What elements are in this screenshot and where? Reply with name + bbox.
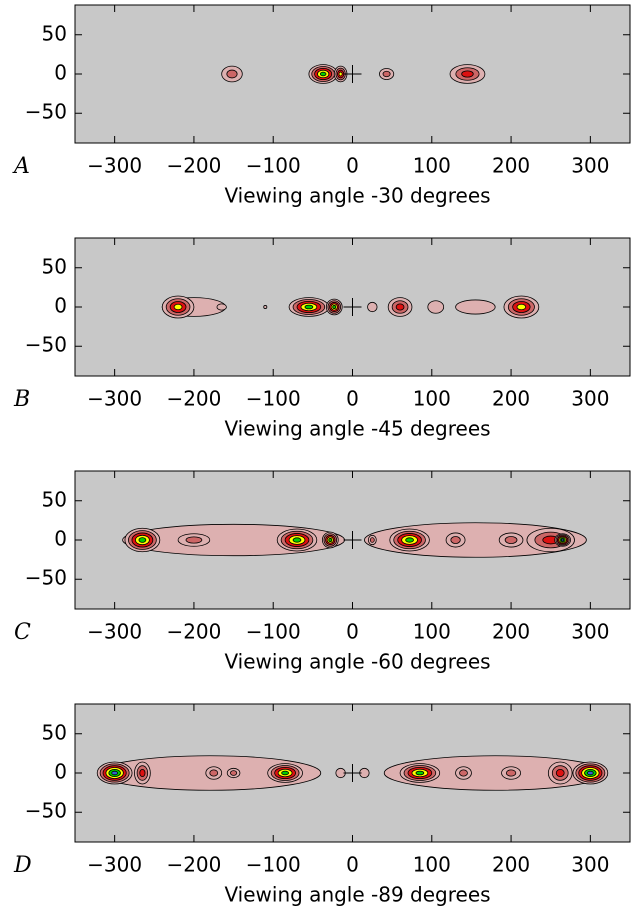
panel: −300 −200 −100 0 100 200 300 50 0 −50 A Viewing ang… xyxy=(12,4,631,208)
y-tick-label: 50 xyxy=(42,254,67,278)
x-tick-label: −100 xyxy=(246,620,301,644)
contour xyxy=(139,768,146,778)
panel-label: C xyxy=(14,620,31,645)
contour xyxy=(516,303,527,311)
y-tick-label: 50 xyxy=(42,720,67,744)
y-tick-label: 0 xyxy=(54,61,67,85)
origin-marker xyxy=(343,531,362,549)
x-tick-label: 300 xyxy=(571,387,609,411)
x-tick-label: −300 xyxy=(87,154,142,178)
x-tick-label: −100 xyxy=(246,387,301,411)
contour xyxy=(185,536,203,544)
x-tick-label: 100 xyxy=(413,154,451,178)
x-tick-label: −300 xyxy=(87,620,142,644)
contour xyxy=(338,71,343,77)
contour xyxy=(405,537,414,543)
x-tick-label: 100 xyxy=(413,853,451,877)
contour xyxy=(216,303,227,311)
x-tick-label: 300 xyxy=(571,154,609,178)
y-tick-label: 50 xyxy=(42,487,67,511)
x-axis-label: Viewing angle -60 degrees xyxy=(224,650,490,674)
contour xyxy=(415,770,425,776)
x-tick-label: −200 xyxy=(166,154,221,178)
contour xyxy=(369,537,375,543)
x-tick-label: 200 xyxy=(492,620,530,644)
panel-label: D xyxy=(13,853,32,878)
y-tick-label: −50 xyxy=(25,566,67,590)
y-tick-label: 0 xyxy=(54,760,67,784)
x-tick-label: 200 xyxy=(492,387,530,411)
x-tick-label: −200 xyxy=(166,853,221,877)
x-tick-label: −100 xyxy=(246,154,301,178)
contour xyxy=(138,537,147,543)
x-tick-label: 200 xyxy=(492,154,530,178)
panel-label: B xyxy=(13,387,30,412)
y-tick-label: −50 xyxy=(25,333,67,357)
contour xyxy=(111,770,118,776)
contour xyxy=(504,536,518,544)
x-axis-label: Viewing angle -45 degrees xyxy=(224,417,490,441)
contour xyxy=(461,70,474,78)
contour xyxy=(382,70,391,78)
contour xyxy=(555,768,565,778)
x-axis-label: Viewing angle -89 degrees xyxy=(224,883,490,907)
contour xyxy=(304,304,314,310)
x-tick-label: −100 xyxy=(246,853,301,877)
x-axis-label: Viewing angle -30 degrees xyxy=(224,184,490,208)
contour xyxy=(319,71,327,77)
x-tick-label: 0 xyxy=(346,853,359,877)
y-tick-label: −50 xyxy=(25,100,67,124)
panel: −300 −200 −100 0 100 200 300 50 0 −50 D Viewing ang… xyxy=(13,703,631,907)
x-tick-label: 0 xyxy=(346,154,359,178)
contour xyxy=(229,770,238,776)
contour xyxy=(505,769,517,777)
contour xyxy=(263,305,268,309)
contour xyxy=(450,536,461,544)
x-tick-label: −300 xyxy=(87,853,142,877)
x-tick-label: 300 xyxy=(571,620,609,644)
contour xyxy=(226,69,238,79)
x-tick-label: 0 xyxy=(346,387,359,411)
x-tick-label: 100 xyxy=(413,387,451,411)
origin-marker xyxy=(343,764,362,782)
contour xyxy=(292,537,302,543)
y-tick-label: −50 xyxy=(25,799,67,823)
x-tick-label: 0 xyxy=(346,620,359,644)
contour xyxy=(560,538,565,542)
x-tick-label: −200 xyxy=(166,620,221,644)
contour xyxy=(395,303,405,311)
contour xyxy=(455,299,496,315)
panel: −300 −200 −100 0 100 200 300 50 0 −50 C Viewing ang… xyxy=(14,470,631,674)
contour xyxy=(328,538,333,542)
origin-marker xyxy=(343,65,362,83)
x-tick-label: −200 xyxy=(166,387,221,411)
origin-marker xyxy=(343,298,362,316)
y-tick-label: 50 xyxy=(42,21,67,45)
y-tick-label: 0 xyxy=(54,527,67,551)
contour xyxy=(427,300,445,314)
panel: −300 −200 −100 0 100 200 300 50 0 −50 B Viewing ang… xyxy=(13,237,631,441)
x-tick-label: 200 xyxy=(492,853,530,877)
panel-label: A xyxy=(12,154,30,179)
contour xyxy=(281,770,289,776)
contour xyxy=(332,305,337,309)
contour xyxy=(173,303,183,311)
contour xyxy=(459,769,468,777)
x-tick-label: 100 xyxy=(413,620,451,644)
x-tick-label: 300 xyxy=(571,853,609,877)
contour xyxy=(587,770,594,776)
contour xyxy=(209,769,219,777)
contour xyxy=(367,301,378,313)
x-tick-label: −300 xyxy=(87,387,142,411)
y-tick-label: 0 xyxy=(54,294,67,318)
